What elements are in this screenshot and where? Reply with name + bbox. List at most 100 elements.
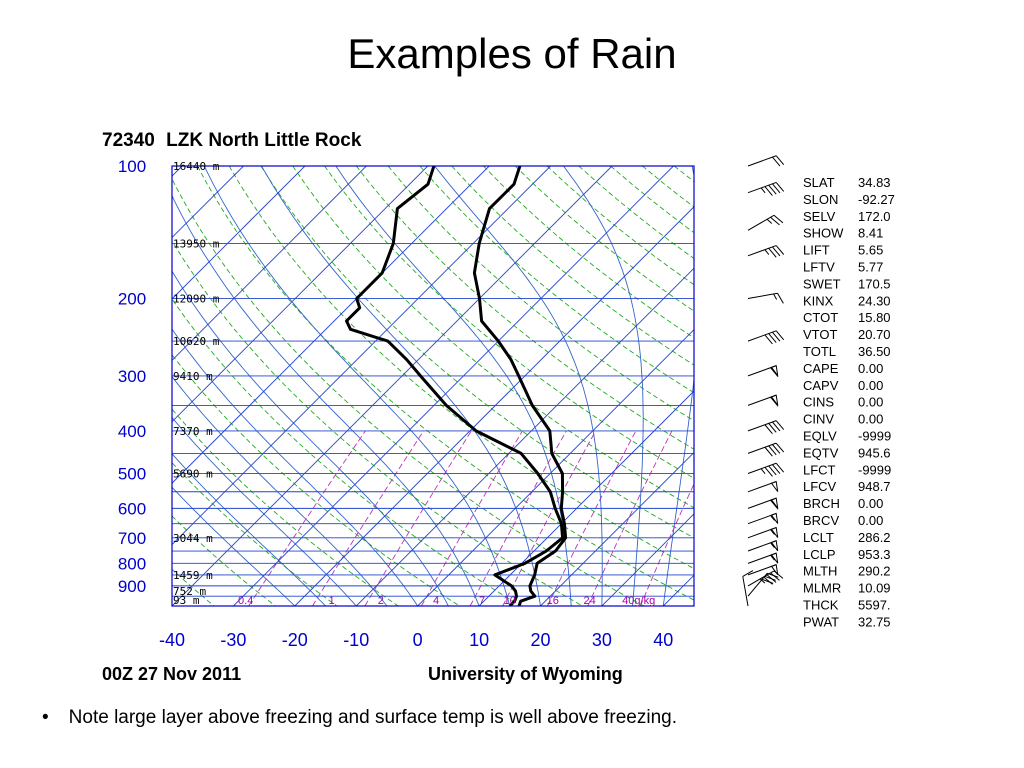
index-name: LCLT [803,530,834,545]
wind-barb-pennant [770,526,779,538]
wind-barb-full [763,576,773,585]
isotherm-line [417,329,694,606]
moist-adiabat-line [563,166,644,606]
index-value: 0.00 [858,378,883,393]
index-value: 24.30 [858,293,891,308]
wind-barb [747,480,779,493]
height-label: 7370 m [173,425,213,438]
temperature-tick-label: 20 [530,630,550,650]
temperature-tick-label: -40 [159,630,185,650]
wind-barb-full [775,330,785,341]
index-name: CAPE [803,361,839,376]
wind-barb-full [768,333,777,343]
wind-barb-half [760,187,766,194]
wind-barb-staff [747,155,777,167]
wind-barb-staff [747,442,777,454]
height-label: 12090 m [173,293,220,306]
index-value: 15.80 [858,310,891,325]
station-id: 72340 [102,130,155,151]
wind-barb-full [777,293,784,304]
index-name: LFCV [803,479,837,494]
index-value: 36.50 [858,344,891,359]
index-name: LFTV [803,260,835,275]
index-name: CINV [803,412,834,427]
wind-barb-full [764,424,773,435]
dry-adiabat-line [451,166,694,366]
wind-barb-full [772,156,781,167]
wind-barb-half [770,529,775,535]
index-value: -9999 [858,429,891,444]
wind-barb-staff [747,462,777,474]
wind-barb [747,330,785,345]
wind-barb-pennant [770,364,779,377]
wind-barb-staff [742,576,749,607]
index-name: BRCV [803,513,839,528]
index-name: CTOT [803,310,838,325]
index-value: 32.75 [858,614,891,629]
index-name: PWAT [803,614,839,629]
index-value: 8.41 [858,226,883,241]
sounding-time: 00Z 27 Nov 2011 [102,664,241,684]
index-name: TOTL [803,344,836,359]
wind-barb-pennant [770,497,779,509]
height-label: 3044 m [173,532,213,545]
wind-barb-full [768,247,777,258]
index-value: 0.00 [858,395,883,410]
stability-indices-table: SLAT 34.83 SLON -92.27 SELV 172.0 SHOW 8.41 LIFT… [803,175,895,629]
wind-barb [747,442,785,457]
wind-barb-full [768,445,777,456]
mixing-ratio-line [364,430,472,606]
wind-barb-full [775,155,785,166]
wind-barb-full [772,331,781,342]
moist-adiabat-line [261,166,541,606]
wind-barb-full [768,465,777,476]
isotherm-line [0,166,121,606]
temperature-tick-label: 40 [653,630,673,650]
temperature-tick-label: -30 [220,630,246,650]
wind-barb-full [764,186,773,196]
height-label: 752 m [173,585,206,598]
height-label: 10620 m [173,335,220,348]
wind-barb-staff [747,214,775,231]
index-value: 0.00 [858,361,883,376]
height-label: 93 m [173,594,200,607]
index-name: THCK [803,598,839,613]
pressure-axis-ticks: 100 200 300 400 500 600 700 800 900 [118,157,146,596]
index-value: 34.83 [858,175,891,190]
height-label: 13950 m [173,238,220,251]
wind-barb-pennant [770,480,779,492]
slide-title: Examples of Rain [347,30,677,77]
index-value: 0.00 [858,513,883,528]
dry-adiabat-line [578,166,694,260]
moist-adiabat-line [172,375,388,606]
wind-barb [742,570,754,607]
isotherm-line [662,574,694,606]
height-label: 5690 m [173,468,213,481]
wind-barb-pennant [770,552,779,564]
wind-barb-full [764,575,776,581]
isotherm-line [355,267,694,606]
index-value: -9999 [858,462,891,477]
wind-barb-full [766,574,777,583]
dry-adiabat-line [673,166,694,183]
wind-barb [747,245,785,258]
index-name: BRCH [803,496,840,511]
wind-barb [747,552,779,564]
height-label: 9410 m [173,370,213,383]
wind-barb-full [764,334,773,345]
index-name: SWET [803,276,841,291]
wind-barb-full [772,464,781,474]
wind-barb [747,420,785,435]
mixing-ratio-label: 24 [583,595,595,607]
mixing-ratio-label: 16 [547,595,559,607]
moist-adiabat-line [203,166,511,606]
index-name: SHOW [803,226,844,241]
wind-barb-staff [747,181,777,194]
wind-barb-pennant [770,563,779,576]
wind-barbs [742,155,785,607]
wind-barb [747,181,785,196]
temperature-tick-label: -20 [282,630,308,650]
mixing-ratio-line [421,430,523,606]
wind-barb [747,526,779,539]
index-name: EQTV [803,445,839,460]
